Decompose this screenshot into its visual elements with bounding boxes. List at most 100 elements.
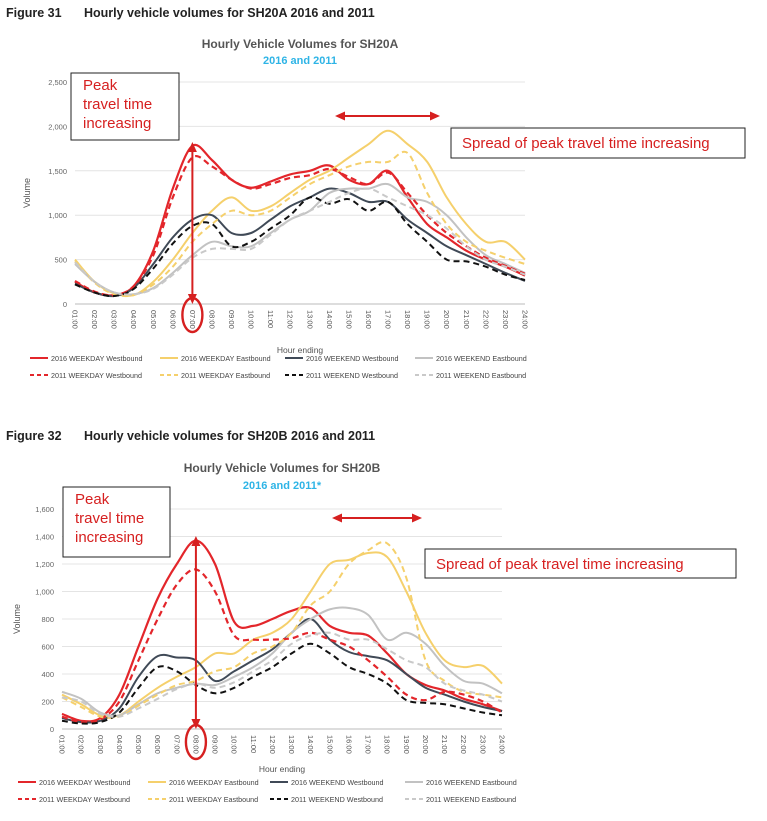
x-axis-label: Hour ending — [259, 764, 306, 774]
x-tick-label: 24:00 — [498, 735, 507, 754]
chart-sh20a: Hourly Vehicle Volumes for SH20A 2016 and… — [22, 37, 746, 380]
peak-annotation-text: increasing — [83, 115, 151, 132]
x-tick-label: 08:00 — [191, 735, 200, 754]
x-axis-label: Hour ending — [277, 345, 324, 355]
series-line-2011-weekday-westbound — [61, 568, 503, 724]
figure-32-caption: Figure 32 Hourly vehicle volumes for SH20… — [6, 429, 375, 443]
series-line-2016-weekend-westbound — [74, 187, 526, 298]
y-tick-label: 1,200 — [35, 560, 54, 569]
legend-label: 2016 WEEKEND Eastbound — [436, 354, 527, 363]
arrow-head — [412, 513, 422, 523]
chart-subtitle: 2016 and 2011* — [243, 480, 322, 492]
x-tick-label: 01:00 — [58, 735, 67, 754]
y-axis-label: Volume — [12, 604, 22, 634]
y-tick-label: 200 — [41, 698, 54, 707]
x-tick-label: 22:00 — [481, 310, 490, 329]
x-tick-label: 10:00 — [230, 735, 239, 754]
figure-31-caption: Figure 31 Hourly vehicle volumes for SH20… — [6, 6, 375, 20]
legend-label: 2011 WEEKEND Westbound — [291, 795, 383, 804]
y-tick-label: 1,000 — [48, 211, 67, 220]
x-tick-label: 02:00 — [77, 735, 86, 754]
peak-annotation-text: travel time — [75, 510, 144, 527]
figure-number: Figure 32 — [6, 429, 62, 443]
legend-label: 2011 WEEKDAY Eastbound — [169, 795, 258, 804]
figure-number: Figure 31 — [6, 6, 62, 20]
series-line-2016-weekday-westbound — [61, 539, 503, 723]
y-tick-label: 1,500 — [48, 167, 67, 176]
spread-annotation-box — [450, 127, 746, 159]
series-line-2016-weekend-westbound — [61, 617, 503, 724]
x-tick-label: 07:00 — [172, 735, 181, 754]
x-tick-label: 18:00 — [383, 735, 392, 754]
spread-annotation-text: Spread of peak travel time increasing — [436, 556, 684, 573]
x-tick-label: 22:00 — [459, 735, 468, 754]
series-line-2011-weekend-eastbound — [61, 631, 503, 718]
arrow-head — [335, 111, 345, 121]
x-tick-label: 01:00 — [71, 310, 80, 329]
x-tick-label: 16:00 — [344, 735, 353, 754]
series-line-2011-weekend-westbound — [74, 196, 526, 298]
x-tick-label: 08:00 — [207, 310, 216, 329]
legend-label: 2011 WEEKDAY Eastbound — [181, 371, 270, 380]
x-tick-label: 04:00 — [129, 310, 138, 329]
x-tick-label: 05:00 — [149, 310, 158, 329]
arrow-head — [187, 142, 197, 152]
x-tick-label: 05:00 — [134, 735, 143, 754]
x-tick-label: 11:00 — [249, 735, 258, 753]
legend-label: 2011 WEEKDAY Westbound — [51, 371, 142, 380]
legend-label: 2011 WEEKEND Eastbound — [426, 795, 516, 804]
y-axis-label: Volume — [22, 178, 32, 208]
x-tick-label: 21:00 — [440, 735, 449, 754]
peak-annotation-box — [62, 486, 171, 558]
x-tick-label: 12:00 — [286, 310, 295, 329]
legend-label: 2016 WEEKDAY Eastbound — [169, 778, 259, 787]
x-tick-label: 17:00 — [384, 310, 393, 329]
legend-label: 2016 WEEKDAY Westbound — [39, 778, 131, 787]
y-tick-label: 400 — [41, 670, 54, 679]
x-tick-label: 19:00 — [402, 735, 411, 754]
peak-annotation-text: Peak — [75, 491, 110, 508]
x-tick-label: 16:00 — [364, 310, 373, 329]
legend-label: 2011 WEEKDAY Westbound — [39, 795, 130, 804]
legend-label: 2011 WEEKEND Westbound — [306, 371, 398, 380]
figure-title: Hourly vehicle volumes for SH20A 2016 an… — [84, 6, 375, 20]
y-tick-label: 0 — [63, 300, 67, 309]
legend-label: 2016 WEEKEND Westbound — [306, 354, 399, 363]
highlight-circle — [181, 296, 204, 334]
spread-annotation-box — [424, 548, 737, 579]
chart-sh20b: Hourly Vehicle Volumes for SH20B 2016 and… — [12, 461, 737, 804]
arrow-head — [191, 536, 201, 546]
x-tick-label: 03:00 — [96, 735, 105, 754]
x-tick-label: 10:00 — [247, 310, 256, 329]
series-line-2016-weekend-eastbound — [61, 606, 503, 717]
x-tick-label: 12:00 — [268, 735, 277, 754]
y-tick-label: 2,500 — [48, 78, 67, 87]
x-tick-label: 13:00 — [287, 735, 296, 754]
y-tick-label: 500 — [54, 256, 67, 265]
legend-label: 2011 WEEKEND Eastbound — [436, 371, 526, 380]
x-tick-label: 15:00 — [325, 735, 334, 754]
x-tick-label: 02:00 — [90, 310, 99, 329]
legend-label: 2016 WEEKDAY Eastbound — [181, 354, 271, 363]
x-tick-label: 24:00 — [521, 310, 530, 329]
series-line-2011-weekend-eastbound — [74, 187, 526, 296]
x-tick-label: 18:00 — [403, 310, 412, 329]
x-tick-label: 13:00 — [305, 310, 314, 329]
peak-annotation-text: increasing — [75, 529, 143, 546]
chart-title: Hourly Vehicle Volumes for SH20B — [184, 461, 381, 475]
x-tick-label: 19:00 — [423, 310, 432, 329]
x-tick-label: 09:00 — [227, 310, 236, 329]
x-tick-label: 20:00 — [442, 310, 451, 329]
x-tick-label: 04:00 — [115, 735, 124, 754]
y-tick-label: 1,400 — [35, 533, 54, 542]
chart-subtitle: 2016 and 2011 — [263, 55, 337, 67]
x-tick-label: 23:00 — [501, 310, 510, 329]
x-tick-label: 14:00 — [306, 735, 315, 754]
x-tick-label: 15:00 — [344, 310, 353, 329]
x-tick-label: 20:00 — [421, 735, 430, 754]
x-tick-label: 06:00 — [168, 310, 177, 329]
peak-annotation-text: travel time — [83, 96, 152, 113]
x-tick-label: 17:00 — [364, 735, 373, 754]
highlight-circle — [184, 723, 208, 761]
x-tick-label: 11:00 — [266, 310, 275, 328]
